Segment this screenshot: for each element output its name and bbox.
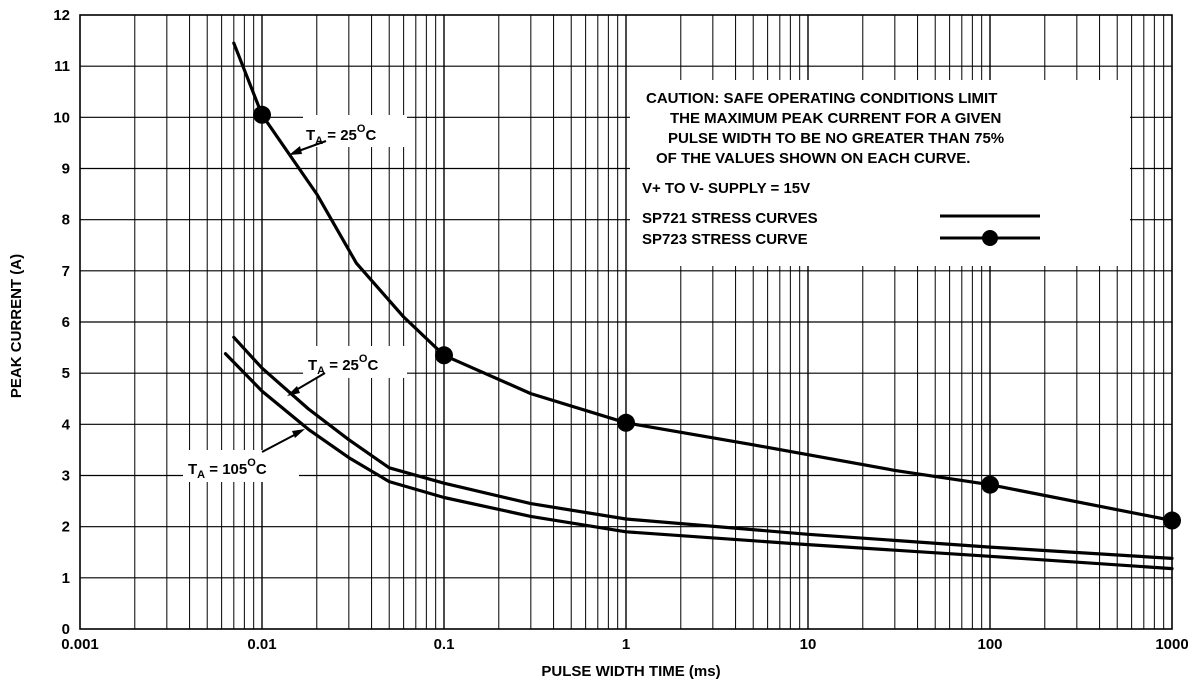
x-tick-label: 0.001 [61,636,99,653]
y-tick-label: 2 [62,519,70,536]
annotation-sp723-25c: TA = 25OC [289,115,407,155]
annotation-background [183,450,299,482]
note-line-1: CAUTION: SAFE OPERATING CONDITIONS LIMIT [646,90,997,107]
note-line-3: PULSE WIDTH TO BE NO GREATER THAN 75% [668,130,1004,147]
legend-label-sp721: SP721 STRESS CURVES [642,210,818,227]
note-line-4: OF THE VALUES SHOWN ON EACH CURVE. [656,150,970,167]
x-tick-label: 100 [977,636,1002,653]
annotations: TA = 25OC TA = 25OC TA = 105OC [183,115,407,482]
x-tick-label: 10 [800,636,817,653]
y-tick-label: 3 [62,468,70,485]
annotation-sp721-25c: TA = 25OC [287,346,407,396]
y-tick-label: 8 [62,212,70,229]
y-tick-label: 11 [54,58,70,75]
series-marker [253,105,271,124]
x-axis-label: PULSE WIDTH TIME (ms) [541,663,720,680]
series-line-1 [232,41,1174,523]
legend-label-sp723: SP723 STRESS CURVE [642,231,808,248]
series-line-2 [232,335,1174,561]
x-tick-label: 0.1 [434,636,455,653]
series-layer [223,41,1181,571]
x-tick-label: 0.01 [247,636,276,653]
annotation-arrowhead [289,146,302,155]
y-tick-label: 7 [62,263,70,280]
series-marker [617,413,635,432]
annotation-arrowhead [287,386,300,396]
y-tick-label: 12 [53,7,70,24]
annotation-label: TA = 105OC [188,457,267,481]
series-marker [435,346,453,365]
y-tick-label: 6 [62,314,70,331]
y-tick-label: 1 [62,570,70,587]
y-tick-label: 9 [62,161,70,178]
annotation-label: TA = 25OC [308,353,378,377]
plot-frame [79,14,1173,630]
annotation-sp721-105c: TA = 105OC [183,429,305,482]
x-tick-labels: 0.001 0.01 0.1 1 10 100 1000 [61,636,1188,653]
legend-marker-sp723 [982,230,998,246]
annotation-arrowhead [292,429,305,438]
notes-background [630,80,1130,266]
x-tick-label: 1 [622,636,630,653]
y-tick-label: 10 [53,109,70,126]
y-axis-label: PEAK CURRENT (A) [8,254,25,398]
note-supply: V+ TO V- SUPPLY = 15V [642,180,810,197]
x-tick-label: 1000 [1155,636,1188,653]
y-tick-label: 4 [62,416,71,433]
series-marker [981,475,999,494]
annotation-arrow [261,431,301,453]
axes [79,14,1173,630]
annotation-label: TA = 25OC [306,123,376,147]
y-tick-label: 0 [62,621,70,638]
series-marker [1163,511,1181,530]
grid [80,15,1172,629]
annotation-background [303,346,407,378]
y-tick-label: 5 [62,365,70,382]
series-line-3 [223,352,1174,571]
notes-legend-box: CAUTION: SAFE OPERATING CONDITIONS LIMIT… [630,80,1130,266]
note-line-2: THE MAXIMUM PEAK CURRENT FOR A GIVEN [670,110,1001,127]
annotation-background [303,115,407,147]
